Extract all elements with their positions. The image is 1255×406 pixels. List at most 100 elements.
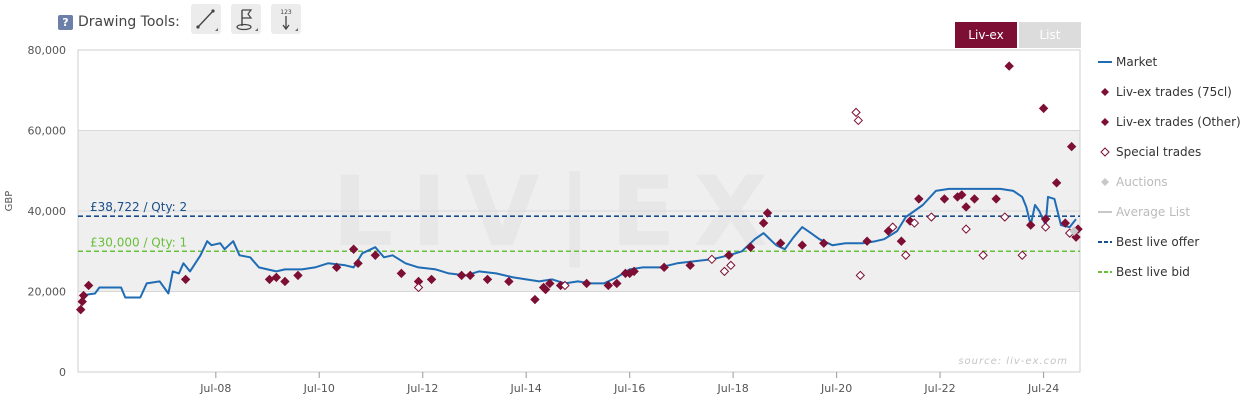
x-tick-label: Jul-22 <box>923 382 955 395</box>
trade-other-point <box>540 284 551 295</box>
flag-tool-button[interactable] <box>231 4 261 34</box>
special-trade-point <box>901 250 911 260</box>
special-trade-point <box>1040 222 1051 232</box>
y-tick-label: 60,000 <box>28 125 67 138</box>
trade-75cl-point <box>293 270 303 281</box>
legend-swatch <box>1098 86 1112 98</box>
chart-legend: Market Liv-ex trades (75cl) Liv-ex trades … <box>1096 52 1251 292</box>
y-tick-label: 40,000 <box>28 205 67 218</box>
legend-item[interactable]: Auctions <box>1096 172 1251 202</box>
x-tick-label: Jul-18 <box>716 382 748 395</box>
trade-75cl-point <box>426 274 437 285</box>
x-tick-label: Jul-08 <box>199 382 231 395</box>
trade-75cl-point <box>504 276 514 287</box>
trade-75cl-point <box>775 238 786 248</box>
x-tick-label: Jul-10 <box>303 382 335 395</box>
trade-75cl-point <box>1060 218 1070 228</box>
legend-label: Liv-ex trades (75cl) <box>1116 85 1232 99</box>
drawing-toolbar: ? Drawing Tools: <box>58 8 180 36</box>
measure-tool-button[interactable]: 123 <box>271 4 301 34</box>
trade-75cl-point <box>1051 178 1062 188</box>
y-tick-label: 0 <box>59 366 66 379</box>
x-tick-label: Jul-20 <box>820 382 852 395</box>
special-trade-point <box>726 260 736 271</box>
trade-75cl-point <box>762 208 773 218</box>
reference-label: £30,000 / Qty: 1 <box>90 235 187 249</box>
legend-item[interactable]: Market <box>1096 52 1251 82</box>
legend-swatch <box>1098 266 1112 278</box>
legend-label: Special trades <box>1116 145 1202 159</box>
special-trade-point <box>926 212 937 222</box>
y-axis-title: GBP <box>4 191 15 212</box>
plot-border <box>77 49 1081 373</box>
trade-75cl-point <box>819 238 829 248</box>
trade-75cl-point <box>264 274 275 285</box>
trade-75cl-point <box>396 268 407 279</box>
legend-label: Best live bid <box>1116 265 1190 279</box>
trade-75cl-point <box>603 280 614 291</box>
trade-75cl-point <box>862 236 872 246</box>
legend-swatch <box>1098 116 1112 128</box>
legend-item[interactable]: Best live bid <box>1096 262 1251 292</box>
trade-75cl-point <box>685 260 695 271</box>
special-trade-point <box>961 224 971 234</box>
legend-item[interactable]: Best live offer <box>1096 232 1251 262</box>
legend-swatch <box>1098 146 1112 158</box>
x-tick-label: Jul-14 <box>510 382 542 395</box>
market-line <box>79 187 1077 299</box>
trade-other-point <box>914 194 924 204</box>
drawing-tools-label: Drawing Tools: <box>78 14 180 30</box>
trade-75cl-point <box>939 194 950 204</box>
legend-item[interactable]: Average List <box>1096 202 1251 232</box>
trade-75cl-point <box>745 242 756 252</box>
trade-75cl-point <box>331 262 342 273</box>
reference-label: £38,722 / Qty: 2 <box>90 200 187 214</box>
trade-75cl-point <box>77 296 87 307</box>
legend-label: Average List <box>1116 205 1191 219</box>
trade-75cl-point <box>1026 220 1036 230</box>
special-trade-point <box>851 107 861 118</box>
trade-other-point <box>348 244 359 254</box>
x-tick-label: Jul-24 <box>1027 382 1059 395</box>
trade-other-point <box>957 190 967 200</box>
legend-label: Liv-ex trades (Other) <box>1116 115 1241 129</box>
watermark: LIV|EX <box>332 156 786 269</box>
legend-item[interactable]: Liv-ex trades (75cl) <box>1096 82 1251 112</box>
legend-label: Best live offer <box>1116 235 1200 249</box>
measure-tool-icon: 123 <box>280 9 298 31</box>
special-trade-point <box>1017 250 1027 260</box>
legend-swatch <box>1098 206 1112 218</box>
special-trade-point <box>707 254 717 265</box>
trade-75cl-point <box>482 274 493 285</box>
special-trade-point <box>560 280 570 291</box>
trade-75cl-point <box>456 270 467 281</box>
special-trade-point <box>909 218 920 228</box>
y-tick-label: 80,000 <box>28 44 67 57</box>
trade-75cl-point <box>1066 141 1077 152</box>
legend-swatch <box>1098 176 1112 188</box>
line-tool-button[interactable] <box>191 4 221 34</box>
trade-75cl-point <box>758 218 769 228</box>
trade-75cl-point <box>530 294 540 305</box>
trade-75cl-point <box>180 274 191 285</box>
legend-item[interactable]: Liv-ex trades (Other) <box>1096 112 1251 142</box>
trade-other-point <box>991 194 1001 204</box>
special-trade-point <box>888 222 898 232</box>
livex-range-button[interactable]: Liv-ex <box>955 22 1017 48</box>
trade-75cl-point <box>465 270 475 281</box>
special-trade-point <box>1000 212 1010 222</box>
auction-point <box>1069 226 1079 236</box>
help-icon[interactable]: ? <box>58 14 73 30</box>
trade-75cl-point <box>724 250 734 260</box>
special-trade-point <box>413 282 424 293</box>
legend-item[interactable]: Special trades <box>1096 142 1251 172</box>
trade-other-point <box>625 268 635 279</box>
list-range-button[interactable]: List <box>1019 22 1081 48</box>
legend-label: Market <box>1116 55 1158 69</box>
special-trade-point <box>719 266 730 277</box>
trade-75cl-point <box>1004 61 1014 71</box>
trade-75cl-point <box>581 278 592 289</box>
trade-75cl-point <box>78 290 89 301</box>
y-tick-label: 20,000 <box>28 286 67 299</box>
